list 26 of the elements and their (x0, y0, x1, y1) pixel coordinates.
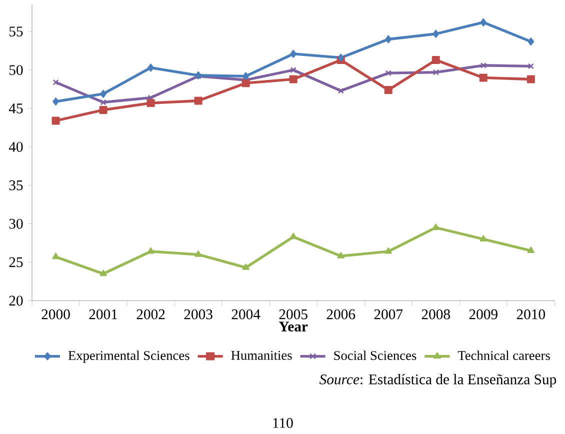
y-tick-label: 30 (9, 218, 23, 229)
x-tick-label: 2010 (516, 309, 546, 320)
x-tick-label: 2009 (469, 309, 498, 320)
y-tick-label: 20 (9, 296, 23, 306)
legend-label: Humanities (231, 350, 292, 360)
x-tick-label: 2002 (136, 309, 165, 320)
x-tick-label: 2004 (232, 309, 260, 320)
x-tick-label: 2005 (279, 309, 308, 320)
y-tick-label: 40 (8, 142, 23, 152)
x-tick-label: 2000 (42, 309, 70, 320)
text: 110 (273, 418, 293, 428)
x-tick-label: 2003 (184, 309, 212, 320)
legend-label: Technical careers (458, 350, 550, 360)
x-tick-label: 2008 (422, 309, 450, 320)
legend-label: Social Sciences (334, 350, 416, 360)
text: Source: Estadística de la Enseñanza Sup (319, 374, 556, 388)
y-tick-label: 35 (9, 180, 23, 190)
x-tick-label: 2001 (89, 309, 118, 320)
y-tick-label: 55 (9, 26, 23, 36)
x-tick-label: 2007 (374, 309, 403, 320)
legend-label: Experimental Sciences (68, 350, 190, 363)
y-tick-label: 25 (9, 257, 23, 268)
y-tick-label: 50 (9, 65, 23, 75)
x-tick-label: 2006 (326, 309, 356, 320)
y-tick-label: 45 (8, 104, 23, 114)
x-axis-title: Year (278, 322, 308, 332)
